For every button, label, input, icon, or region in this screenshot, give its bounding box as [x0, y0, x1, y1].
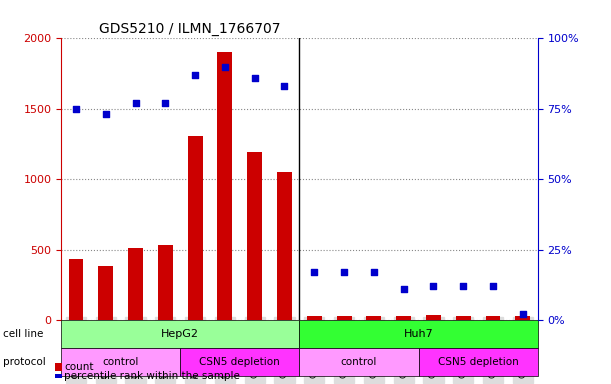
- Point: [71, 106, 81, 112]
- Text: control: control: [103, 357, 139, 367]
- Text: count: count: [64, 362, 93, 372]
- Point: [250, 75, 260, 81]
- Point: [518, 311, 528, 318]
- Point: [190, 72, 200, 78]
- Point: [369, 269, 379, 275]
- Point: [309, 269, 319, 275]
- Bar: [68, 260, 84, 320]
- Point: [161, 100, 170, 106]
- FancyBboxPatch shape: [61, 320, 299, 348]
- FancyBboxPatch shape: [180, 348, 299, 376]
- Text: CSN5 depletion: CSN5 depletion: [437, 357, 519, 367]
- Point: [428, 283, 438, 289]
- FancyBboxPatch shape: [419, 348, 538, 376]
- Bar: [337, 316, 351, 320]
- Bar: [307, 316, 322, 320]
- Point: [220, 63, 230, 70]
- Bar: [456, 316, 470, 320]
- Point: [339, 269, 349, 275]
- Point: [488, 283, 498, 289]
- Text: control: control: [341, 357, 377, 367]
- Point: [101, 111, 111, 118]
- Point: [399, 286, 409, 292]
- Text: percentile rank within the sample: percentile rank within the sample: [64, 371, 240, 381]
- Bar: [426, 315, 441, 320]
- Bar: [218, 53, 232, 320]
- Point: [280, 83, 290, 89]
- Text: CSN5 depletion: CSN5 depletion: [199, 357, 280, 367]
- FancyBboxPatch shape: [61, 348, 180, 376]
- Bar: [367, 316, 381, 320]
- Bar: [486, 316, 500, 320]
- Bar: [98, 266, 113, 320]
- Bar: [515, 316, 530, 320]
- Text: Huh7: Huh7: [404, 329, 433, 339]
- FancyBboxPatch shape: [299, 348, 419, 376]
- Text: cell line: cell line: [3, 329, 43, 339]
- Bar: [396, 316, 411, 320]
- Point: [458, 283, 468, 289]
- Text: protocol: protocol: [3, 357, 46, 367]
- Text: HepG2: HepG2: [161, 329, 199, 339]
- Bar: [128, 248, 143, 320]
- FancyBboxPatch shape: [299, 320, 538, 348]
- Bar: [247, 152, 262, 320]
- Point: [131, 100, 141, 106]
- Bar: [277, 172, 292, 320]
- Bar: [188, 136, 203, 320]
- Text: GDS5210 / ILMN_1766707: GDS5210 / ILMN_1766707: [99, 22, 280, 36]
- Bar: [158, 245, 173, 320]
